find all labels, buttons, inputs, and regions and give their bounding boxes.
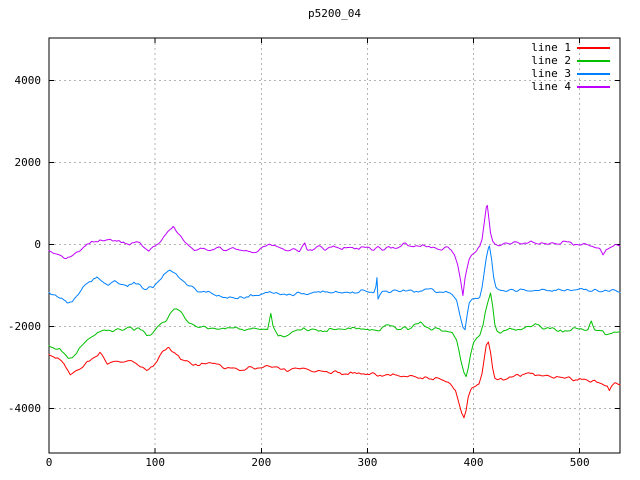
y-tick-label: 0 <box>34 237 41 251</box>
legend-line-sample <box>577 72 610 75</box>
legend-line-sample <box>577 46 610 49</box>
y-tick-label: 4000 <box>14 73 42 87</box>
legend-row: line 4 <box>450 80 610 93</box>
legend-label: line 2 <box>531 54 571 67</box>
series-line-3 <box>48 245 621 331</box>
x-tick-label: 100 <box>145 456 166 469</box>
x-tick-label: 400 <box>463 456 484 469</box>
series-line-1 <box>48 341 621 419</box>
x-tick-label: 200 <box>251 456 272 469</box>
legend: line 1 line 2 line 3 line 4 <box>450 41 610 93</box>
legend-line-sample <box>577 85 610 88</box>
legend-row: line 2 <box>450 54 610 67</box>
legend-label: line 4 <box>531 80 571 93</box>
series-line-4 <box>48 204 621 297</box>
legend-label: line 3 <box>531 67 571 80</box>
legend-label: line 1 <box>531 41 571 54</box>
legend-line-sample <box>577 59 610 62</box>
series-line-2 <box>48 292 621 378</box>
chart-title: p5200_04 <box>308 7 361 20</box>
y-tick-label: -2000 <box>7 319 41 333</box>
series-lines <box>48 204 621 419</box>
x-tick-label: 300 <box>357 456 378 469</box>
y-tick-label: 2000 <box>14 155 42 169</box>
legend-row: line 1 <box>450 41 610 54</box>
legend-row: line 3 <box>450 67 610 80</box>
grid-lines <box>49 38 620 453</box>
y-tick-label: -4000 <box>7 401 41 415</box>
x-tick-label: 0 <box>45 456 53 469</box>
plot-border-and-ticks <box>48 37 621 454</box>
x-tick-label: 500 <box>569 456 590 469</box>
